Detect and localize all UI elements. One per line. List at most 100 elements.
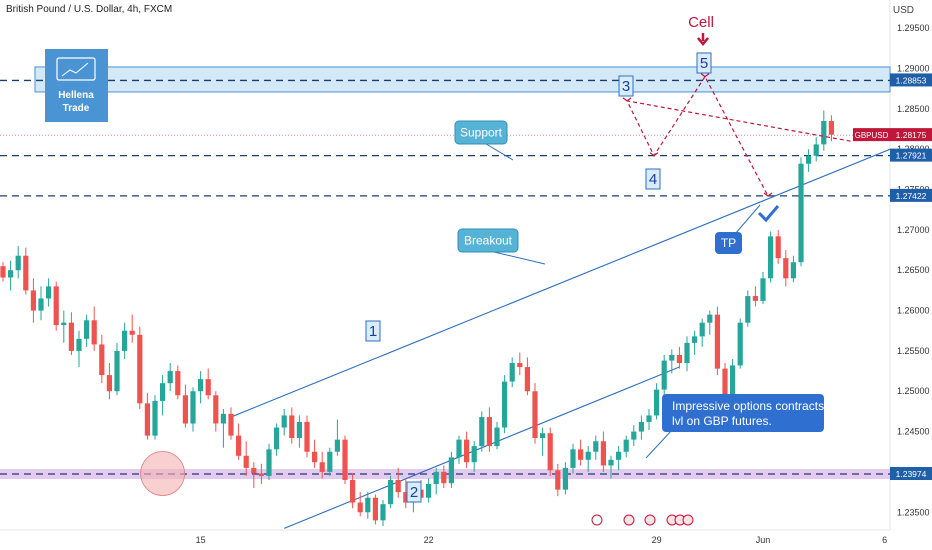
- options-note-pointer: [645, 429, 673, 459]
- candle-body: [23, 255, 29, 291]
- candle-body: [243, 455, 249, 468]
- y-tick-label: 1.29000: [897, 64, 930, 74]
- event-icon-flag: [682, 514, 694, 526]
- candle-body: [486, 417, 492, 447]
- candle-body: [608, 459, 614, 466]
- candle-body: [532, 391, 538, 439]
- candle-body: [144, 403, 150, 436]
- candle-body: [319, 462, 325, 472]
- candle-body: [562, 467, 568, 490]
- candle-body: [395, 479, 401, 493]
- candle-body: [433, 471, 439, 485]
- support-callout-pointer: [485, 143, 514, 161]
- candle-body: [251, 467, 257, 474]
- event-icon-flag: [623, 514, 635, 526]
- candle-body: [122, 330, 128, 351]
- candle-body: [570, 449, 576, 468]
- logo-line-2: Trade: [63, 103, 90, 114]
- price-tag-box: [890, 128, 932, 142]
- accumulation-circle: [140, 451, 186, 496]
- candle-body: [692, 336, 698, 343]
- candle-body: [342, 439, 348, 480]
- y-tick-label: 1.26500: [897, 265, 930, 275]
- candle-body: [38, 298, 44, 311]
- wave-label-2: 2: [410, 484, 418, 501]
- candle-body: [464, 439, 470, 463]
- event-icon-flag: [644, 514, 656, 526]
- candle-body: [828, 121, 834, 135]
- check-icon: [757, 205, 780, 223]
- price-tag-box: [890, 73, 932, 87]
- candle-body: [281, 415, 287, 428]
- candle-body: [99, 344, 105, 376]
- breakout-callout: Breakout: [464, 234, 513, 248]
- support-callout: Support: [460, 126, 503, 140]
- candle-body: [669, 354, 675, 361]
- x-tick-label: 15: [196, 535, 206, 545]
- support-callout-box: [454, 120, 508, 145]
- candle-body: [722, 368, 728, 396]
- candle-body: [53, 286, 59, 326]
- chart-title: British Pound / U.S. Dollar, 4h, FXCM: [6, 4, 173, 15]
- candle-body: [783, 258, 789, 279]
- wave-label-5-box: [696, 52, 712, 74]
- candle-body: [745, 296, 751, 323]
- candle-body: [547, 433, 553, 471]
- wave-label-5: 5: [700, 55, 708, 72]
- x-tick-label: 22: [424, 535, 434, 545]
- price-tag-box: [890, 148, 932, 162]
- price-tag-value: 1.23974: [896, 469, 927, 479]
- candle-body: [661, 360, 667, 390]
- candle-body: [114, 350, 120, 392]
- candle-body: [357, 502, 363, 513]
- candle-body: [46, 286, 52, 299]
- options-note-line-1: Impressive options contracts: [672, 399, 824, 413]
- candle-body: [540, 433, 546, 439]
- logo-monitor-icon: [56, 57, 96, 81]
- candle-body: [676, 354, 682, 364]
- candle-body: [167, 371, 173, 384]
- candle-body: [471, 446, 477, 463]
- wave-label-4: 4: [649, 171, 657, 188]
- candle-body: [205, 379, 211, 396]
- candle-body: [623, 439, 629, 452]
- candle-body: [296, 421, 302, 439]
- candle-body: [775, 236, 781, 259]
- candle-body: [456, 439, 462, 458]
- logo-chart-icon: [61, 62, 89, 77]
- candle-body: [730, 365, 736, 396]
- candle-body: [91, 320, 97, 345]
- projection-arrowhead: [763, 192, 773, 197]
- price-tag-value: 1.28853: [896, 75, 927, 85]
- candle-body: [8, 270, 14, 278]
- candle-body: [228, 413, 234, 436]
- projection-arrowhead: [700, 73, 710, 78]
- candle-body: [76, 338, 82, 351]
- wave-label-1: 1: [369, 323, 377, 340]
- candle-body: [388, 479, 394, 505]
- x-tick-label: 6: [882, 535, 887, 545]
- candle-body: [517, 363, 523, 368]
- candle-body: [403, 492, 409, 503]
- breakout-callout-box: [457, 228, 519, 253]
- candle-body: [84, 320, 90, 339]
- candle-body: [213, 395, 219, 424]
- candle-body: [175, 371, 181, 396]
- candle-body: [813, 144, 819, 156]
- x-tick-label: Jun: [756, 535, 771, 545]
- logo-box: [45, 49, 108, 122]
- candle-body: [555, 470, 561, 490]
- candle-body: [441, 471, 447, 484]
- candle-body: [798, 163, 804, 263]
- candle-body: [494, 427, 500, 447]
- candle-body: [0, 266, 6, 278]
- candle-body: [182, 395, 188, 424]
- currency-label: USD: [892, 5, 914, 16]
- candle-body: [616, 451, 622, 460]
- candle-body: [509, 363, 515, 382]
- candle-body: [61, 322, 67, 326]
- y-tick-label: 1.27000: [897, 225, 930, 235]
- candle-body: [821, 121, 827, 145]
- candle-body: [760, 278, 766, 301]
